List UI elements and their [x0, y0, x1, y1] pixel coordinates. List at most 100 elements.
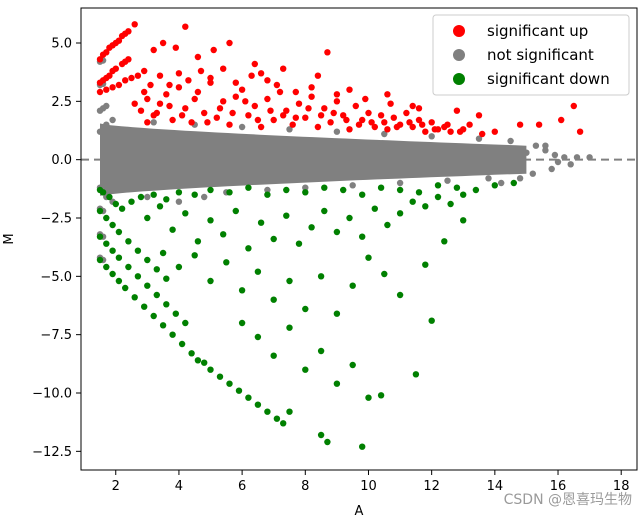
y-tick-label: 2.5 [51, 95, 72, 110]
point-significant-down [321, 184, 328, 191]
point-significant-down [412, 371, 420, 378]
point-significant-up [112, 65, 120, 72]
point-significant-up [409, 123, 416, 131]
legend-label-not-significant: not significant [487, 46, 594, 64]
point-significant-down [141, 303, 148, 310]
point-significant-up [276, 88, 284, 96]
point-significant-down [257, 219, 265, 226]
point-not-significant [542, 147, 549, 154]
point-significant-up [188, 119, 195, 126]
point-significant-down [359, 443, 366, 450]
point-not-significant [542, 142, 549, 149]
point-significant-up [122, 77, 129, 84]
point-significant-up [355, 121, 363, 128]
point-significant-up [387, 100, 394, 107]
point-significant-down [115, 277, 123, 285]
point-significant-down [396, 291, 404, 299]
point-significant-down [245, 184, 252, 191]
point-significant-up [419, 121, 426, 128]
point-significant-down [103, 240, 110, 247]
watermark: CSDN @恩喜玛生物 [504, 492, 632, 508]
point-significant-down [295, 240, 303, 247]
point-significant-down [144, 214, 151, 222]
point-significant-up [308, 93, 315, 100]
point-significant-up [141, 88, 148, 96]
point-significant-down [422, 261, 429, 268]
point-significant-up [153, 109, 160, 117]
point-not-significant [475, 135, 483, 142]
point-significant-down [441, 238, 448, 245]
point-significant-down [182, 210, 189, 217]
point-significant-up [273, 81, 281, 89]
point-significant-up [103, 86, 110, 93]
point-significant-down [144, 282, 151, 289]
point-significant-up [295, 100, 303, 107]
point-significant-down [207, 217, 214, 224]
legend: significant up not significant significa… [432, 14, 630, 96]
point-significant-down [115, 254, 123, 261]
point-significant-up [207, 74, 214, 82]
point-not-significant [333, 128, 341, 135]
point-not-significant [238, 123, 246, 131]
point-significant-down [156, 203, 164, 210]
point-significant-up [115, 37, 123, 44]
point-significant-up [479, 130, 486, 138]
point-significant-down [381, 270, 388, 278]
point-significant-down [163, 301, 170, 308]
point-significant-up [431, 126, 438, 133]
point-significant-down [153, 266, 160, 273]
point-significant-down [384, 221, 391, 229]
x-tick-label: 6 [238, 479, 246, 494]
point-significant-down [333, 228, 341, 236]
point-significant-up [156, 72, 164, 79]
plot-area-frame [80, 7, 638, 471]
point-significant-down [273, 415, 281, 422]
point-significant-down [270, 235, 277, 243]
point-significant-down [96, 233, 104, 240]
point-significant-down [409, 198, 416, 205]
point-significant-down [264, 191, 271, 198]
point-significant-up [491, 128, 498, 135]
point-significant-down [254, 401, 262, 408]
point-not-significant [551, 151, 559, 159]
y-tick-label: 5.0 [51, 37, 72, 52]
point-significant-up [371, 123, 378, 131]
point-significant-down [191, 191, 198, 198]
point-significant-up [134, 72, 142, 79]
point-significant-up [178, 112, 186, 119]
point-significant-up [150, 46, 157, 54]
point-significant-down [178, 340, 186, 348]
scatter-points [96, 21, 593, 450]
point-significant-up [175, 84, 183, 91]
not-significant-band-area [100, 123, 527, 196]
x-axis-label: A [355, 504, 364, 518]
point-significant-down [223, 259, 230, 266]
point-significant-down [131, 294, 138, 301]
point-significant-down [207, 186, 214, 194]
point-significant-up [475, 112, 483, 119]
x-tick-label: 2 [112, 479, 120, 494]
point-significant-down [349, 282, 356, 289]
legend-marker-not-significant [453, 49, 465, 61]
point-significant-down [159, 322, 167, 329]
point-significant-down [377, 392, 385, 399]
point-significant-down [134, 273, 142, 280]
point-significant-down [153, 291, 160, 299]
point-significant-up [204, 119, 211, 126]
point-significant-up [125, 56, 132, 63]
point-significant-up [172, 44, 179, 51]
y-tick-label: −7.5 [40, 328, 72, 343]
point-significant-down [188, 350, 195, 357]
point-significant-up [321, 105, 328, 112]
point-significant-up [238, 86, 246, 93]
point-significant-down [302, 189, 309, 196]
point-not-significant [286, 126, 293, 133]
point-significant-down [109, 270, 116, 278]
point-significant-down [308, 224, 315, 231]
legend-marker-significant-up [453, 25, 465, 37]
point-significant-up [333, 98, 341, 105]
point-significant-up [216, 105, 224, 112]
point-significant-up [343, 116, 350, 124]
x-tick-label: 12 [423, 479, 440, 494]
legend-label-significant-down: significant down [487, 70, 610, 88]
